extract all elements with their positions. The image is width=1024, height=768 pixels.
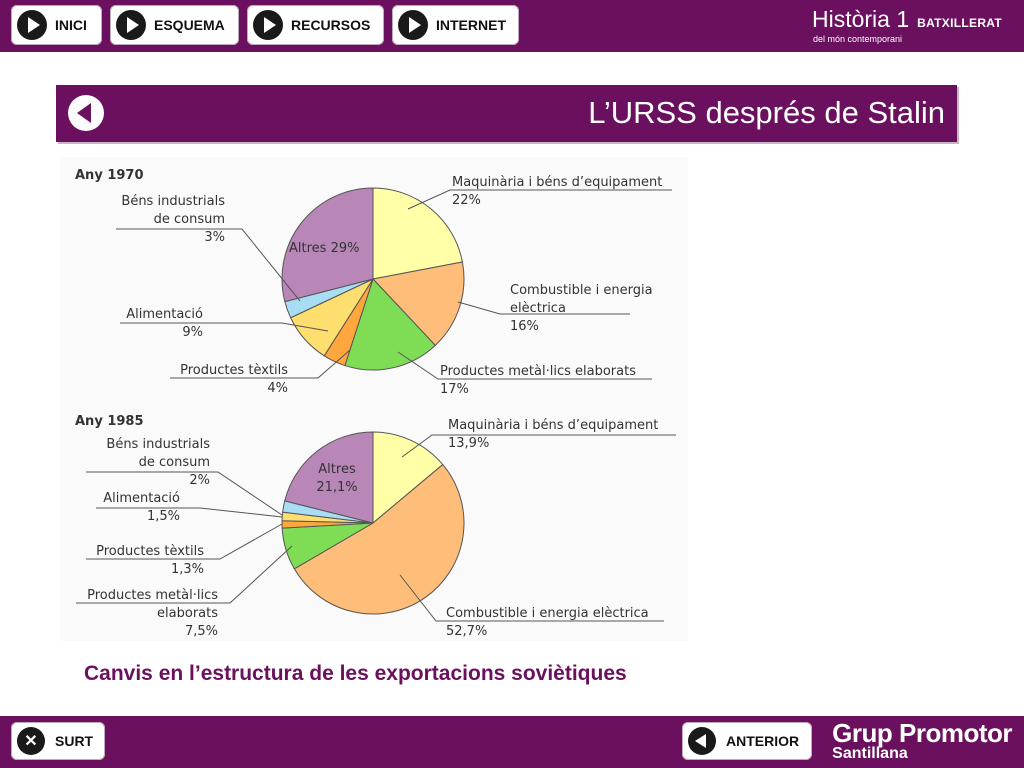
- slice-label-bens: Béns industrials: [106, 437, 210, 452]
- slice-label-bens: Béns industrials: [121, 194, 225, 209]
- brand-tag: BATXILLERAT: [917, 16, 1002, 30]
- nav-button-label: ESQUEMA: [154, 17, 225, 33]
- slice-label-maquinaria: 13,9%: [448, 436, 489, 451]
- slice-label-metal: 7,5%: [185, 624, 218, 639]
- top-navigation-bar: INICI ESQUEMA RECURSOS INTERNET Història…: [0, 0, 1024, 52]
- slice-label-bens: 2%: [189, 473, 210, 488]
- slice-label-alimentacio: 9%: [182, 325, 203, 340]
- exit-button[interactable]: ✕ SURT: [11, 722, 105, 760]
- brand-block: Història 1 BATXILLERAT del món contempora…: [811, 6, 1002, 44]
- pie-slice-combustible: [372, 261, 465, 347]
- slice-label-alimentacio: Alimentació: [126, 307, 203, 322]
- pie-charts: Any 1970 Maquinària i béns d’equipament 22…: [75, 168, 676, 639]
- publisher-logo: Grup Promotor Santillana: [832, 718, 1012, 763]
- nav-button-label: INICI: [55, 17, 87, 33]
- back-arrow-icon: [688, 727, 716, 755]
- nav-button-internet[interactable]: INTERNET: [392, 5, 519, 45]
- chart-title: Any 1985: [75, 414, 144, 429]
- leader-line: [401, 434, 676, 458]
- play-icon: [116, 10, 146, 40]
- slice-label-metal: 17%: [440, 382, 469, 397]
- slice-label-combustible: 52,7%: [446, 624, 487, 639]
- pie-slice-maquinaria: [372, 431, 444, 525]
- play-icon: [253, 10, 283, 40]
- pie-slice-metal: [344, 278, 436, 371]
- nav-button-label: RECURSOS: [291, 17, 371, 33]
- slice-label-alimentacio: 1,5%: [147, 509, 180, 524]
- logo-line2: Santillana: [832, 745, 908, 762]
- chart-title: Any 1970: [75, 168, 144, 183]
- leader-line: [86, 523, 283, 560]
- leader-line: [96, 507, 283, 518]
- brand-title: Història 1: [811, 6, 910, 32]
- chart-area: Any 1970 Maquinària i béns d’equipament 22…: [60, 157, 688, 641]
- slice-label-textils: 4%: [267, 381, 288, 396]
- leader-line: [407, 189, 672, 210]
- nav-button-label: INTERNET: [436, 17, 506, 33]
- logo-line1: Grup Promotor: [832, 718, 1012, 748]
- close-icon: ✕: [17, 727, 45, 755]
- bottom-bar: ✕ SURT ANTERIOR Grup Promotor Santillana: [0, 716, 1024, 768]
- slice-label-metal: Productes metàl·lics elaborats: [440, 364, 636, 379]
- leader-line: [76, 545, 293, 604]
- brand-subtitle: del món contemporani: [812, 34, 903, 44]
- play-icon: [398, 10, 428, 40]
- figure-caption: Canvis en l’estructura de les exportacio…: [84, 662, 627, 685]
- nav-button-inici[interactable]: INICI: [11, 5, 102, 45]
- slice-label-bens: 3%: [204, 230, 225, 245]
- pie-slice-combustible: [293, 463, 465, 615]
- exit-button-label: SURT: [55, 733, 94, 749]
- slice-label-textils: 1,3%: [171, 562, 204, 577]
- pie-slice-maquinaria: [372, 187, 463, 280]
- play-icon: [17, 10, 47, 40]
- pie-slice-altres: [284, 431, 374, 524]
- slice-label-bens: de consum: [154, 212, 225, 227]
- slice-label-textils: Productes tèxtils: [96, 544, 204, 559]
- slice-label-textils: Productes tèxtils: [180, 363, 288, 378]
- previous-button[interactable]: ANTERIOR: [682, 722, 812, 760]
- slice-label-combustible: elèctrica: [510, 301, 566, 316]
- slice-label-maquinaria: 22%: [452, 193, 481, 208]
- slice-label-metal: elaborats: [157, 606, 218, 621]
- slice-label-metal: Productes metàl·lics: [87, 588, 218, 603]
- back-arrow-button[interactable]: [68, 95, 104, 131]
- previous-button-label: ANTERIOR: [726, 733, 800, 749]
- slice-label-combustible: 16%: [510, 319, 539, 334]
- slice-label-bens: de consum: [139, 455, 210, 470]
- page-title: L’URSS després de Stalin: [588, 95, 945, 130]
- slice-label-alimentacio: Alimentació: [103, 491, 180, 506]
- leader-line: [397, 351, 652, 380]
- slice-label-combustible: Combustible i energia elèctrica: [446, 606, 649, 621]
- nav-button-esquema[interactable]: ESQUEMA: [110, 5, 239, 45]
- slice-label-maquinaria: Maquinària i béns d’equipament: [452, 175, 662, 190]
- leader-line: [399, 574, 664, 622]
- slice-label-altres: Altres: [318, 462, 356, 477]
- slice-label-maquinaria: Maquinària i béns d’equipament: [448, 418, 658, 433]
- title-bar: L’URSS després de Stalin: [56, 85, 957, 142]
- slice-label-combustible: Combustible i energia: [510, 283, 653, 298]
- slice-label-altres: Altres 29%: [289, 241, 359, 256]
- leader-line: [86, 471, 283, 516]
- leader-line: [457, 301, 630, 315]
- slice-label-altres: 21,1%: [316, 480, 357, 495]
- nav-button-recursos[interactable]: RECURSOS: [247, 5, 384, 45]
- leader-line: [120, 322, 329, 332]
- leader-line: [170, 349, 351, 379]
- leader-line: [116, 228, 301, 302]
- pie-slice-altres: [281, 187, 374, 303]
